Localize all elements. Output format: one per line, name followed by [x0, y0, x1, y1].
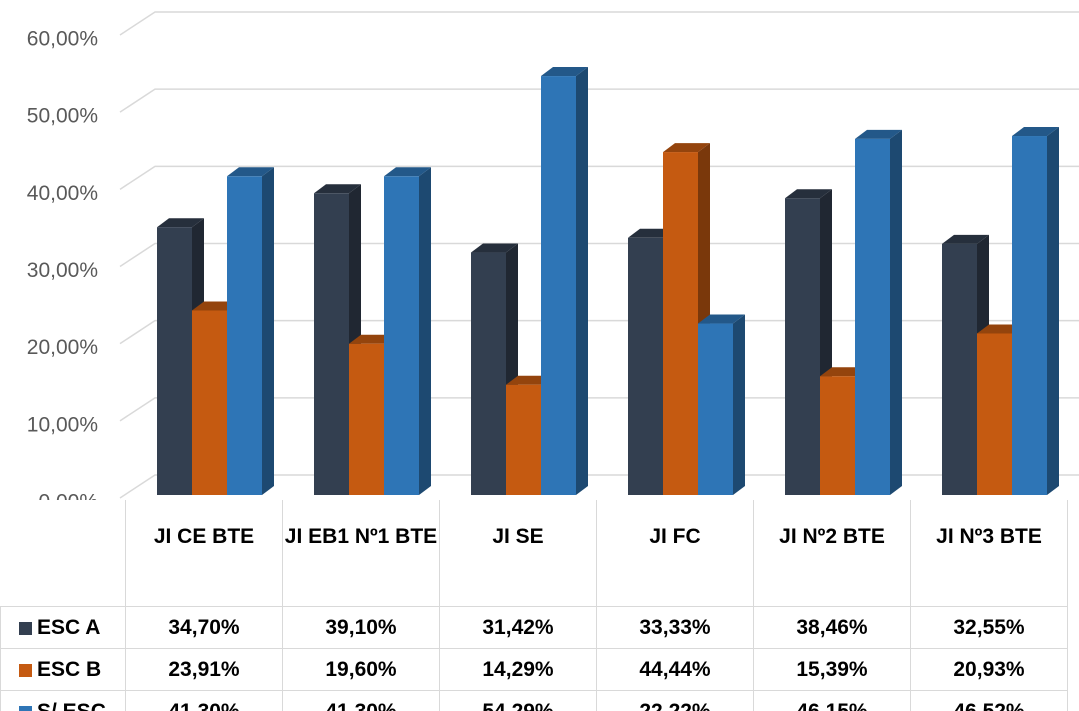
data-label: 33,33% [596, 606, 754, 649]
bar [314, 193, 349, 496]
bar [628, 237, 663, 495]
data-label: 14,29% [439, 648, 597, 691]
data-label: 34,70% [125, 606, 283, 649]
bar [855, 138, 890, 495]
x-tick-label: JI FC [596, 500, 754, 607]
legend-entry: ESC B [0, 648, 126, 691]
grid-line [119, 11, 1079, 36]
bar [506, 384, 541, 495]
bar [663, 152, 698, 495]
corner [1, 500, 126, 607]
bar [227, 176, 262, 495]
chart: 0,00% 10,00% 20,00% 30,00% 40,00% 50,00% 60,00… [27, 11, 1079, 500]
x-tick-label: JI Nº2 BTE [753, 500, 911, 607]
bar-top [471, 243, 518, 253]
data-label: 38,46% [753, 606, 911, 649]
bar-top [384, 167, 431, 177]
data-label: 23,91% [125, 648, 283, 691]
bar [471, 252, 506, 495]
bar-top [663, 143, 710, 153]
legend-label: ESC B [37, 657, 102, 681]
bar-side [733, 314, 745, 495]
legend-entry: ESC A [0, 606, 126, 649]
bar-top [942, 234, 989, 244]
bar-top [314, 184, 361, 194]
legend-entry: S/ ESC [0, 690, 126, 711]
data-label: 54,29% [439, 690, 597, 711]
data-table: JI CE BTE JI EB1 Nº1 BTE JI SE JI FC JI Nº2 … [0, 500, 1068, 711]
grid-line [119, 242, 1079, 268]
data-label: 44,44% [596, 648, 754, 691]
bar [785, 198, 820, 496]
bar-side [262, 167, 274, 495]
data-label: 15,39% [753, 648, 911, 691]
grid-line [119, 88, 1079, 113]
data-row: ESC A 34,70% 39,10% 31,42% 33,33% 38,46% 32,55… [0, 606, 1068, 649]
header-row: JI CE BTE JI EB1 Nº1 BTE JI SE JI FC JI Nº2 … [1, 500, 1068, 607]
legend-label: ESC A [37, 615, 101, 639]
data-label: 41,30% [282, 690, 440, 711]
legend-swatch [19, 621, 32, 635]
bar [820, 376, 855, 495]
bar-side [1047, 127, 1059, 496]
x-tick-label: JI Nº3 BTE [910, 500, 1068, 607]
y-tick-label: 0,00% [38, 491, 98, 500]
bar [1012, 136, 1047, 495]
data-label: 39,10% [282, 606, 440, 649]
x-tick-label: JI CE BTE [125, 500, 283, 607]
y-tick-label: 10,00% [27, 413, 98, 436]
bar-top [698, 314, 745, 324]
data-label: 31,42% [439, 606, 597, 649]
data-row: S/ ESC 41,30% 41,30% 54,29% 22,22% 46,15% 46,5… [0, 690, 1068, 711]
data-label: 46,15% [753, 690, 911, 711]
bar [157, 227, 192, 495]
bar-side [576, 67, 588, 495]
x-tick-label: JI EB1 Nº1 BTE [282, 500, 440, 607]
data-label: 32,55% [910, 606, 1068, 649]
data-label: 20,93% [910, 648, 1068, 691]
y-tick-label: 40,00% [27, 182, 98, 205]
bar-side [419, 167, 431, 495]
bar [942, 243, 977, 495]
grid-line [119, 165, 1079, 190]
legend-swatch [19, 705, 32, 711]
legend-label: S/ ESC [37, 699, 106, 711]
bar [977, 333, 1012, 495]
bar-top [1012, 127, 1059, 137]
data-label: 41,30% [125, 690, 283, 711]
grid-line [119, 319, 1079, 345]
bar-top [227, 167, 274, 177]
bar-side [890, 129, 902, 495]
bar-top [541, 67, 588, 77]
x-tick-label: JI SE [439, 500, 597, 607]
data-label: 46,52% [910, 690, 1068, 711]
bar-top [157, 218, 204, 228]
bar-top [855, 129, 902, 139]
y-tick-label: 50,00% [27, 105, 98, 128]
bar [384, 176, 419, 495]
y-tick-label: 20,00% [27, 336, 98, 359]
bar [349, 343, 384, 495]
data-label: 19,60% [282, 648, 440, 691]
y-tick-label: 30,00% [27, 259, 98, 282]
legend-swatch [19, 663, 32, 677]
bar [192, 310, 227, 495]
data-row: ESC B 23,91% 19,60% 14,29% 44,44% 15,39% 20,93… [0, 648, 1068, 691]
grid-line [119, 397, 1079, 422]
y-tick-label: 60,00% [27, 28, 98, 51]
bar [541, 76, 576, 495]
data-label: 22,22% [596, 690, 754, 711]
grid-line [119, 474, 1079, 499]
bar-top [785, 189, 832, 199]
bar [698, 323, 733, 495]
